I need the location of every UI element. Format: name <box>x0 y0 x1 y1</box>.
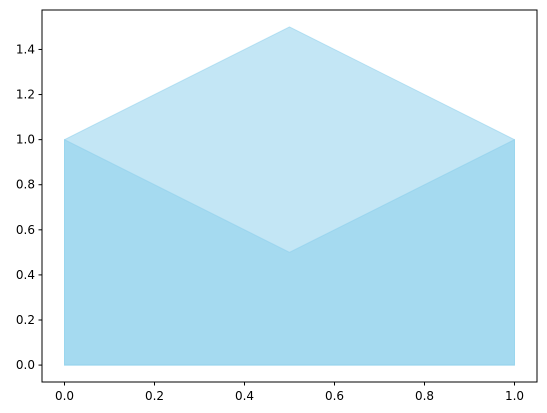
y-tick-label: 0.4 <box>16 268 35 282</box>
x-tick-label: 0.2 <box>145 389 164 403</box>
y-tick-label: 1.4 <box>16 42 35 56</box>
y-tick-label: 0.0 <box>16 358 35 372</box>
x-tick-label: 1.0 <box>505 389 524 403</box>
y-tick-label: 1.0 <box>16 133 35 147</box>
x-tick-label: 0.4 <box>235 389 254 403</box>
y-tick-label: 0.2 <box>16 313 35 327</box>
y-tick-label: 0.8 <box>16 178 35 192</box>
area <box>64 138 515 366</box>
x-tick-label: 0.6 <box>325 389 344 403</box>
x-tick-label: 0.8 <box>415 389 434 403</box>
plot-frame <box>41 9 538 383</box>
y-tick-label: 1.2 <box>16 88 35 102</box>
y-tick-label: 0.6 <box>16 223 35 237</box>
x-tick-label: 0.0 <box>55 389 74 403</box>
